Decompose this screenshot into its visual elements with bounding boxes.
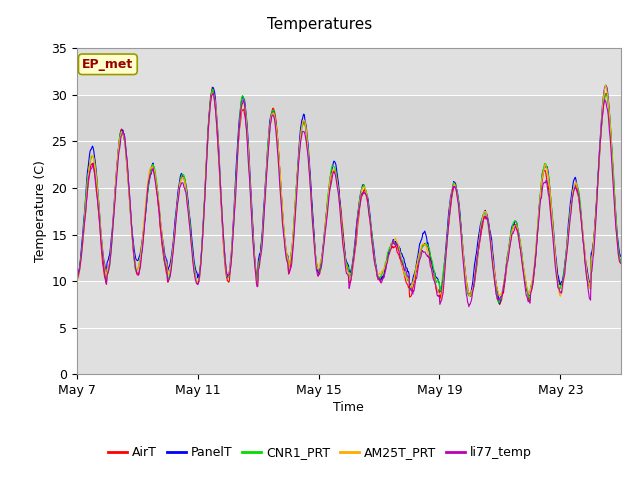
- Bar: [77, 188, 621, 281]
- X-axis label: Time: Time: [333, 401, 364, 414]
- Bar: [77, 95, 621, 188]
- Text: Temperatures: Temperatures: [268, 17, 372, 32]
- Legend: AirT, PanelT, CNR1_PRT, AM25T_PRT, li77_temp: AirT, PanelT, CNR1_PRT, AM25T_PRT, li77_…: [103, 441, 537, 464]
- Y-axis label: Temperature (C): Temperature (C): [34, 160, 47, 262]
- Text: EP_met: EP_met: [82, 58, 134, 71]
